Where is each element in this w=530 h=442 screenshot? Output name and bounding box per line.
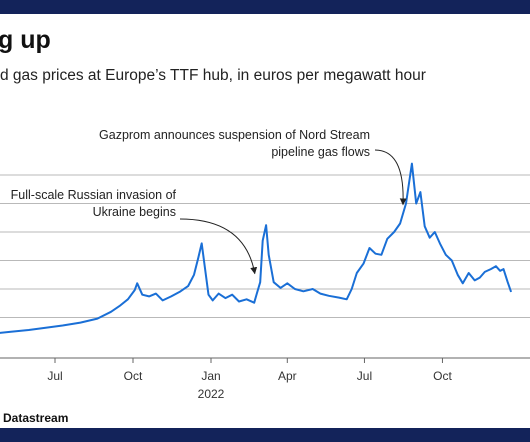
x-tick-label: Jan	[201, 369, 220, 383]
x-tick-label: Jul	[357, 369, 372, 383]
annotation-invasion: Full-scale Russian invasion of Ukraine be…	[11, 188, 177, 219]
annotation-line: Gazprom announces suspension of Nord Str…	[99, 128, 370, 142]
x-tick-label: Oct	[124, 369, 143, 383]
annotation-line: Full-scale Russian invasion of	[11, 188, 177, 202]
x-year-label: 2022	[198, 387, 225, 401]
chart-card: g up d gas prices at Europe’s TTF hub, i…	[0, 14, 530, 428]
annotation-arrow-invasion	[179, 218, 258, 275]
x-tick-label: Oct	[433, 369, 452, 383]
source-note: Datastream	[3, 411, 69, 425]
price-series-line	[0, 162, 513, 334]
chart-subtitle: d gas prices at Europe’s TTF hub, in eur…	[0, 67, 426, 84]
price-chart: Jul Oct Jan Apr Jul Oct 2022 Full-scale Russia…	[0, 128, 530, 401]
annotation-arrow-nord-stream	[374, 149, 407, 206]
annotation-nord-stream: Gazprom announces suspension of Nord Str…	[99, 128, 370, 159]
annotation-line: pipeline gas flows	[271, 145, 370, 159]
annotation-line: Ukraine begins	[93, 205, 176, 219]
x-tick-label: Apr	[278, 369, 297, 383]
chart-title: g up	[0, 26, 51, 54]
x-tick-label: Jul	[47, 369, 62, 383]
